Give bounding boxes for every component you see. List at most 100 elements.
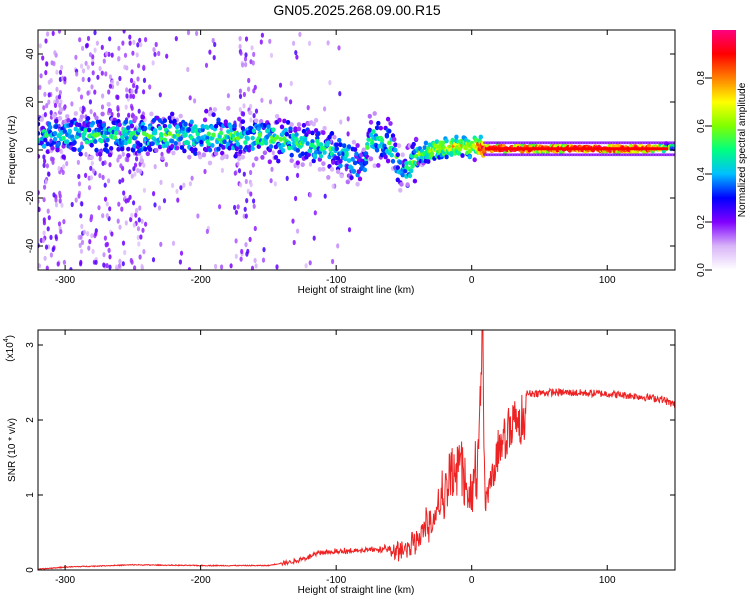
- spectrogram-ridge-point: [193, 124, 198, 129]
- spectrogram-noise-point: [196, 213, 200, 219]
- spectrogram-ridge-point: [104, 142, 109, 148]
- spectrogram-noise-point: [91, 70, 95, 76]
- spectrogram-ridge-point: [173, 141, 178, 146]
- spectrogram-ridge-point: [129, 131, 135, 136]
- spectrogram-noise-point: [118, 179, 122, 185]
- spectrogram-noise-point: [186, 30, 191, 36]
- snr-panel: -300 -200 -100 0 100 0 1 2 3 Height of straight…: [3, 329, 676, 596]
- spectrogram-noise-point: [87, 155, 91, 161]
- spectrogram-noise-point: [53, 50, 57, 56]
- spectrogram-noise-point: [239, 50, 243, 56]
- spectrogram-noise-point: [101, 174, 105, 180]
- spectrogram-ridge-point: [335, 169, 341, 175]
- spectrogram-noise-point: [245, 198, 249, 204]
- spectrogram-noise-point: [244, 52, 248, 58]
- spectrogram-noise-point: [58, 190, 62, 196]
- spectrogram-ridge-point: [198, 154, 203, 160]
- spectrogram-ridge-point: [112, 135, 118, 141]
- spectrogram-noise-point: [244, 213, 248, 219]
- spectrogram-noise-point: [244, 36, 249, 42]
- x-tick-label: -300: [55, 575, 75, 586]
- spectrogram-ridge-point: [278, 137, 283, 142]
- spectrogram-noise-point: [41, 55, 45, 61]
- spectrogram-ridge-point: [126, 153, 131, 158]
- spectrogram-noise-point: [86, 64, 90, 70]
- spectrogram-noise-point: [102, 252, 106, 258]
- snr-frame: [37, 329, 676, 571]
- spectrogram-ridge-point: [123, 119, 128, 125]
- spectrogram-noise-point: [75, 71, 79, 77]
- spectrogram-ridge-point: [123, 140, 128, 146]
- spectrogram-noise-point: [47, 171, 51, 177]
- spectrogram-ridge-point: [389, 152, 394, 158]
- spectrogram-noise-point: [240, 248, 244, 255]
- spectrogram-noise-point: [249, 117, 253, 123]
- spectrogram-noise-point: [58, 102, 62, 109]
- spectrogram-noise-point: [116, 80, 120, 86]
- spectrogram-noise-point: [105, 241, 109, 247]
- spectrogram-ridge-point: [295, 160, 300, 166]
- spectrogram-noise-point: [84, 151, 88, 157]
- spectrogram-noise-point: [115, 264, 119, 270]
- spectrogram-noise-point: [337, 45, 341, 51]
- spectrogram-noise-point: [142, 187, 146, 193]
- spectrogram-noise-point: [252, 51, 256, 58]
- spectrogram-ridge-point: [143, 125, 148, 131]
- spectrogram-noise-point: [82, 229, 86, 235]
- spectrogram-ridge-point: [296, 122, 302, 127]
- spectrogram-noise-point: [84, 60, 88, 66]
- spectrogram-ridge-point: [41, 143, 47, 149]
- spectrogram-noise-point: [132, 166, 136, 172]
- spectrogram-ridge-point: [120, 146, 125, 152]
- spectrogram-noise-point: [103, 235, 107, 241]
- spectrogram-noise-point: [79, 94, 84, 100]
- y-tick-label: 20: [25, 96, 36, 108]
- spectrogram-noise-point: [154, 41, 158, 48]
- spectrogram-ridge-point: [302, 137, 308, 143]
- spectrogram-noise-point: [101, 160, 105, 166]
- spectrogram-ridge-point: [167, 131, 172, 137]
- spectrogram-noise-point: [148, 84, 152, 90]
- spectrogram-noise-point: [214, 263, 218, 270]
- x-tick-label: -100: [326, 275, 346, 286]
- spectrogram-noise-point: [61, 169, 65, 175]
- spectrogram-noise-point: [142, 77, 147, 83]
- spectrogram-noise-point: [45, 61, 49, 67]
- spectrogram-ridge-point: [313, 117, 319, 123]
- spectrogram-noise-point: [51, 246, 55, 253]
- spectrogram-ridge-point: [99, 138, 104, 144]
- spectrogram-noise-point: [105, 213, 109, 219]
- y-tick-label: -40: [25, 238, 36, 253]
- spectrogram-noise-point: [108, 264, 112, 270]
- spectrogram-noise-point: [107, 247, 111, 253]
- spectrogram-ridge-point: [322, 150, 327, 155]
- spectrogram-noise-point: [117, 45, 121, 51]
- spectrogram-ridge-point: [352, 160, 358, 166]
- spectrogram-noise-point: [58, 198, 62, 204]
- spectrogram-ridge-point: [293, 126, 298, 132]
- spectrogram-noise-point: [212, 55, 216, 61]
- spectrogram-ridge-point: [368, 156, 374, 162]
- spectrogram-noise-point: [338, 91, 342, 97]
- spectrogram-noise-point: [57, 221, 62, 227]
- spectrogram-ridge-point: [107, 152, 113, 158]
- spectrogram-noise-point: [238, 88, 242, 94]
- spectrogram-noise-point: [306, 105, 310, 111]
- colorbar-tick-label: 0.2: [696, 215, 707, 229]
- spectrogram-ridge-point: [126, 146, 131, 152]
- spectrogram-noise-point: [270, 166, 274, 172]
- spectrogram-ridge-point: [162, 137, 168, 143]
- spectrogram-ridge-point: [403, 168, 408, 174]
- spectrogram-noise-point: [250, 45, 254, 51]
- spectrogram-ridge-point: [387, 140, 392, 146]
- spectrogram-ridge-point: [90, 120, 96, 126]
- spectrogram-noise-point: [110, 231, 114, 237]
- spectrogram-ridge-point: [73, 126, 79, 132]
- spectrogram-noise-point: [108, 254, 112, 260]
- spectrogram-noise-point: [42, 220, 47, 226]
- spectrogram-ridge-point: [322, 125, 327, 131]
- spectrogram-noise-point: [249, 182, 253, 188]
- spectrogram-noise-point: [110, 111, 114, 118]
- spectrogram-ridge-point: [267, 159, 272, 165]
- spectrogram-noise-point: [116, 105, 120, 111]
